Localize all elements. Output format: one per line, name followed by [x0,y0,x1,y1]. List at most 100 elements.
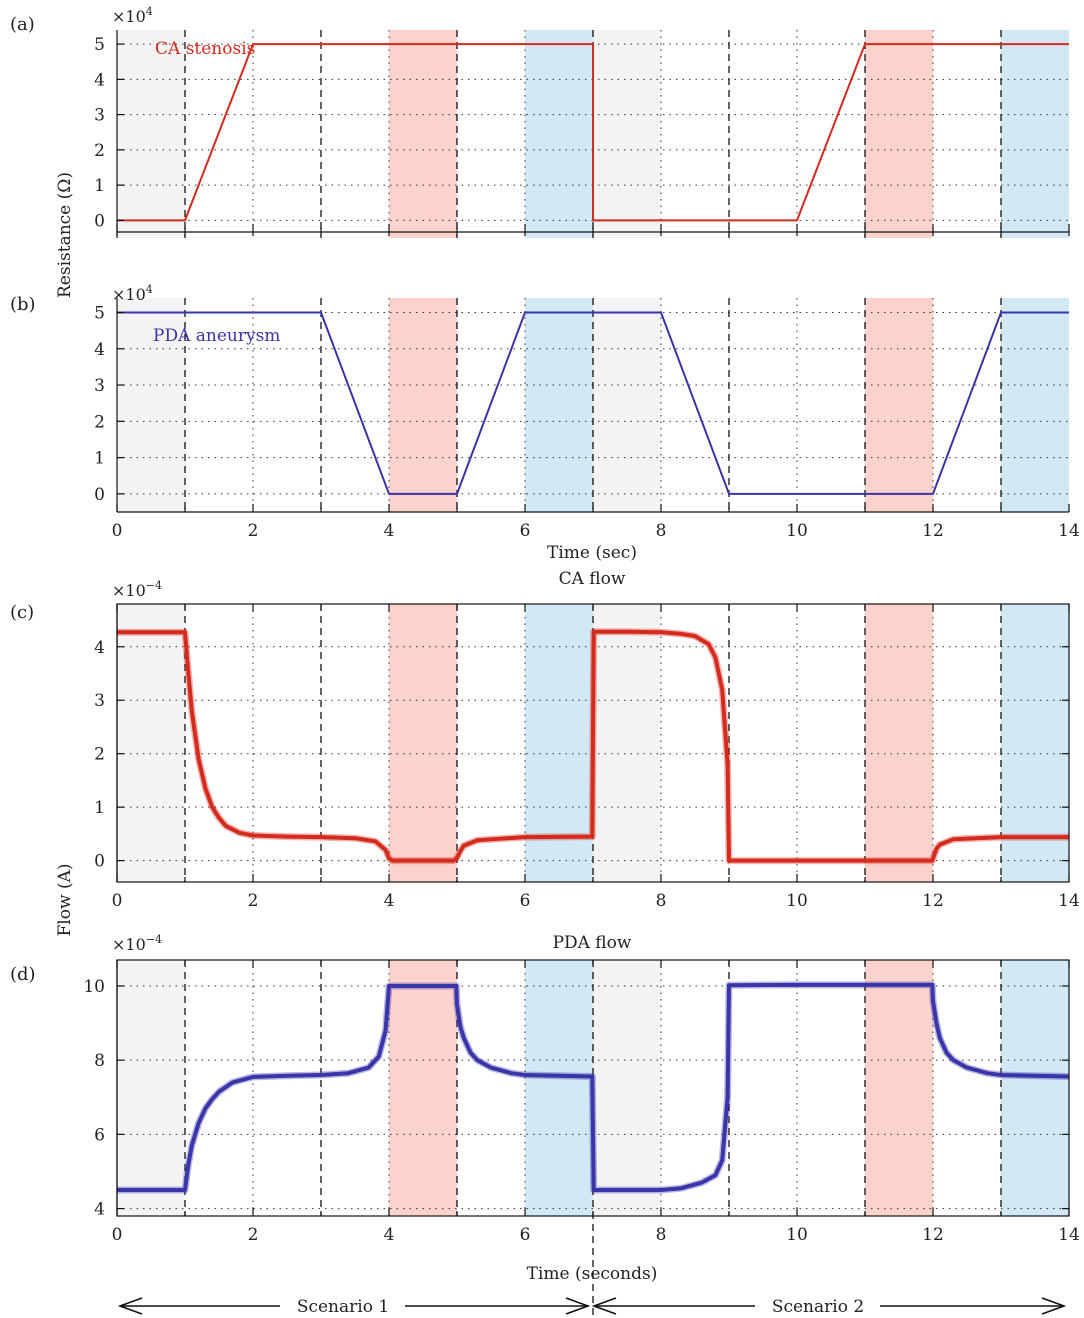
bands [117,30,1069,238]
series-line-a [117,43,1069,222]
x-tick-label: 14 [1058,1225,1080,1245]
y-tick-label: 1 [94,449,105,469]
x-tick-label: 8 [656,521,667,541]
band-blue-5 [1001,30,1069,238]
x-tick-label: 4 [384,521,395,541]
band-red-4 [865,604,933,882]
x-tick-label: 14 [1058,521,1080,541]
legend-label-ca-stenosis: CA stenosis [155,39,255,59]
y-tick-label: 3 [94,376,105,396]
axes: 4 6 8 10 0 2 4 6 8 10 12 14 [83,959,1080,1245]
y-tick-label: 4 [94,340,105,360]
y-tick-label: 1 [94,176,105,196]
x-tick-label: 10 [786,891,808,911]
x-tick-label: 8 [656,1225,667,1245]
y-tick-label: 4 [94,1200,105,1220]
x-tick-label: 14 [1058,891,1080,911]
exponent-d: ×10−4 [112,933,162,954]
panel-d-pda-flow: 4 6 8 10 0 2 4 6 8 10 12 14 (d) ×10−4 PDA flow Time… [10,933,1080,1316]
x-tick-label: 4 [384,891,395,911]
y-tick-label: 6 [94,1125,105,1145]
y-tick-label: 2 [94,412,105,432]
band-red-1 [389,30,457,238]
x-tick-label: 0 [112,891,123,911]
x-tick-label: 12 [922,1225,944,1245]
x-tick-label: 8 [656,891,667,911]
x-tick-label: 12 [922,891,944,911]
series-line-b [117,311,1069,495]
x-axis-title-lower: Time (seconds) [527,1264,658,1284]
bands [117,960,1069,1216]
bands [117,298,1069,512]
y-tick-label: 4 [94,638,105,658]
x-tick-label: 2 [248,521,259,541]
band-gray-3 [593,960,661,1216]
series [117,628,1069,865]
series-line-c [117,629,1069,863]
y-tick-label: 1 [94,798,105,818]
series [117,43,1069,222]
band-blue-5 [1001,960,1069,1216]
x-tick-label: 2 [248,1225,259,1245]
series [117,981,1070,1194]
panel-label-b: (b) [10,294,36,315]
panel-label-a: (a) [10,14,35,35]
band-gray-0 [117,960,185,1216]
chart-title-pda-flow: PDA flow [553,933,632,953]
band-red-1 [389,960,457,1216]
scenario-annotations: Scenario 1 Scenario 2 [120,1297,1064,1317]
y-tick-label: 0 [94,852,105,872]
x-tick-label: 2 [248,891,259,911]
y-tick-label: 10 [83,977,105,997]
scenario-1-label: Scenario 1 [297,1297,389,1317]
panel-label-d: (d) [10,964,36,985]
y-tick-label: 2 [94,141,105,161]
band-gray-0 [117,604,185,882]
scenario-2-label: Scenario 2 [772,1297,864,1317]
y-tick-label: 4 [94,70,105,90]
y-tick-label: 0 [94,485,105,505]
x-tick-label: 6 [520,1225,531,1245]
band-red-4 [865,30,933,238]
legend-label-pda-aneurysm: PDA aneurysm [153,326,280,346]
x-tick-label: 12 [922,521,944,541]
x-tick-label: 0 [112,521,123,541]
x-tick-label: 0 [112,1225,123,1245]
band-blue-2 [525,298,593,512]
y-tick-label: 3 [94,691,105,711]
band-gray-3 [593,30,661,238]
axes: 0 1 2 3 4 5 [94,30,1070,238]
band-gray-0 [117,30,185,238]
y-axis-title-resistance: Resistance (Ω) [55,172,75,298]
band-gray-0 [117,298,185,512]
band-red-1 [389,298,457,512]
y-axis-title-flow: Flow (A) [55,864,75,937]
band-blue-2 [525,30,593,238]
x-tick-label: 6 [520,891,531,911]
panel-label-c: (c) [10,602,34,623]
x-tick-label: 10 [786,521,808,541]
series-line-d [117,982,1070,1192]
band-blue-2 [525,960,593,1216]
y-tick-label: 2 [94,745,105,765]
x-tick-label: 10 [786,1225,808,1245]
exponent-b: ×104 [112,283,153,304]
chart-title-ca-flow: CA flow [559,569,626,589]
exponent-a: ×104 [112,5,153,26]
x-tick-label: 4 [384,1225,395,1245]
band-gray-3 [593,298,661,512]
band-red-1 [389,604,457,882]
y-tick-label: 5 [94,304,105,324]
band-gray-3 [593,604,661,882]
band-red-4 [865,960,933,1216]
y-tick-label: 3 [94,106,105,126]
panel-a-ca-stenosis-resistance: 0 1 2 3 4 5 (a) ×104 CA stenosis [10,5,1070,238]
y-tick-label: 8 [94,1051,105,1071]
band-blue-5 [1001,298,1069,512]
exponent-c: ×10−4 [112,579,162,600]
